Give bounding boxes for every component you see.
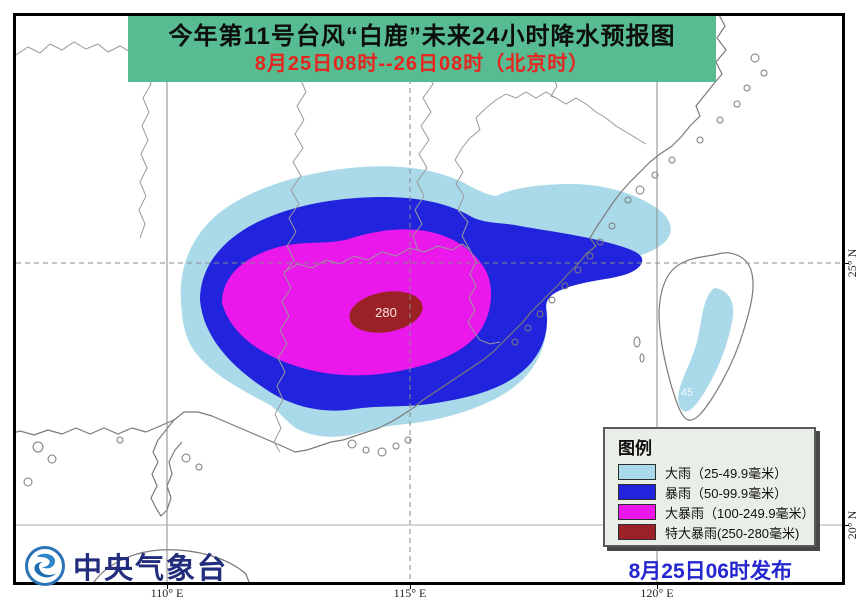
map-title: 今年第11号台风“白鹿”未来24小时降水预报图: [168, 23, 676, 50]
axis-tick: [845, 263, 849, 264]
legend-item-label: 大暴雨（100-249.9毫米）: [665, 505, 815, 521]
peak-value-label: 280: [375, 305, 397, 320]
legend-panel: 图例 大雨（25-49.9毫米） 暴雨（50-99.9毫米） 大暴雨（100-2…: [603, 427, 816, 547]
rain-area-severe-rainstorm: [349, 291, 423, 333]
legend-item-label: 特大暴雨(250-280毫米): [665, 525, 800, 541]
precipitation-map: 280 45: [16, 16, 842, 582]
legend-color-swatch: [618, 524, 656, 540]
release-time: 8月25日06时发布: [628, 560, 792, 583]
legend-title: 图例: [618, 439, 652, 458]
legend-color-swatch: [618, 464, 656, 480]
title-banner: 今年第11号台风“白鹿”未来24小时降水预报图 8月25日08时--26日08时…: [128, 16, 716, 82]
axis-label-115e: 115° E: [393, 586, 427, 600]
axis-label-120e: 120° E: [640, 586, 674, 600]
legend-item-label: 大雨（25-49.9毫米）: [665, 465, 788, 481]
legend-item: 暴雨（50-99.9毫米）: [618, 482, 806, 502]
coastline: [16, 16, 727, 582]
axis-tick: [845, 525, 849, 526]
agency-name: 中央气象台: [73, 553, 229, 585]
legend-color-swatch: [618, 504, 656, 520]
legend-item: 大雨（25-49.9毫米）: [618, 462, 806, 482]
cma-logo: 中央气象台: [24, 545, 228, 587]
axis-tick: [167, 585, 168, 589]
map-frame: 280 45: [13, 13, 845, 585]
axis-tick: [657, 585, 658, 589]
axis-label-110e: 110° E: [150, 586, 184, 600]
legend-item: 大暴雨（100-249.9毫米）: [618, 502, 815, 522]
islands: [23, 53, 768, 487]
axis-tick: [410, 585, 411, 589]
legend-item: 特大暴雨(250-280毫米): [618, 522, 806, 542]
taiwan-rain-band: [678, 288, 734, 412]
cma-logo-icon: [25, 546, 65, 586]
taiwan-value-label: 45: [681, 387, 693, 399]
legend-color-swatch: [618, 484, 656, 500]
map-subtitle: 8月25日08时--26日08时（北京时）: [254, 53, 590, 75]
legend-item-label: 暴雨（50-99.9毫米）: [665, 485, 788, 501]
